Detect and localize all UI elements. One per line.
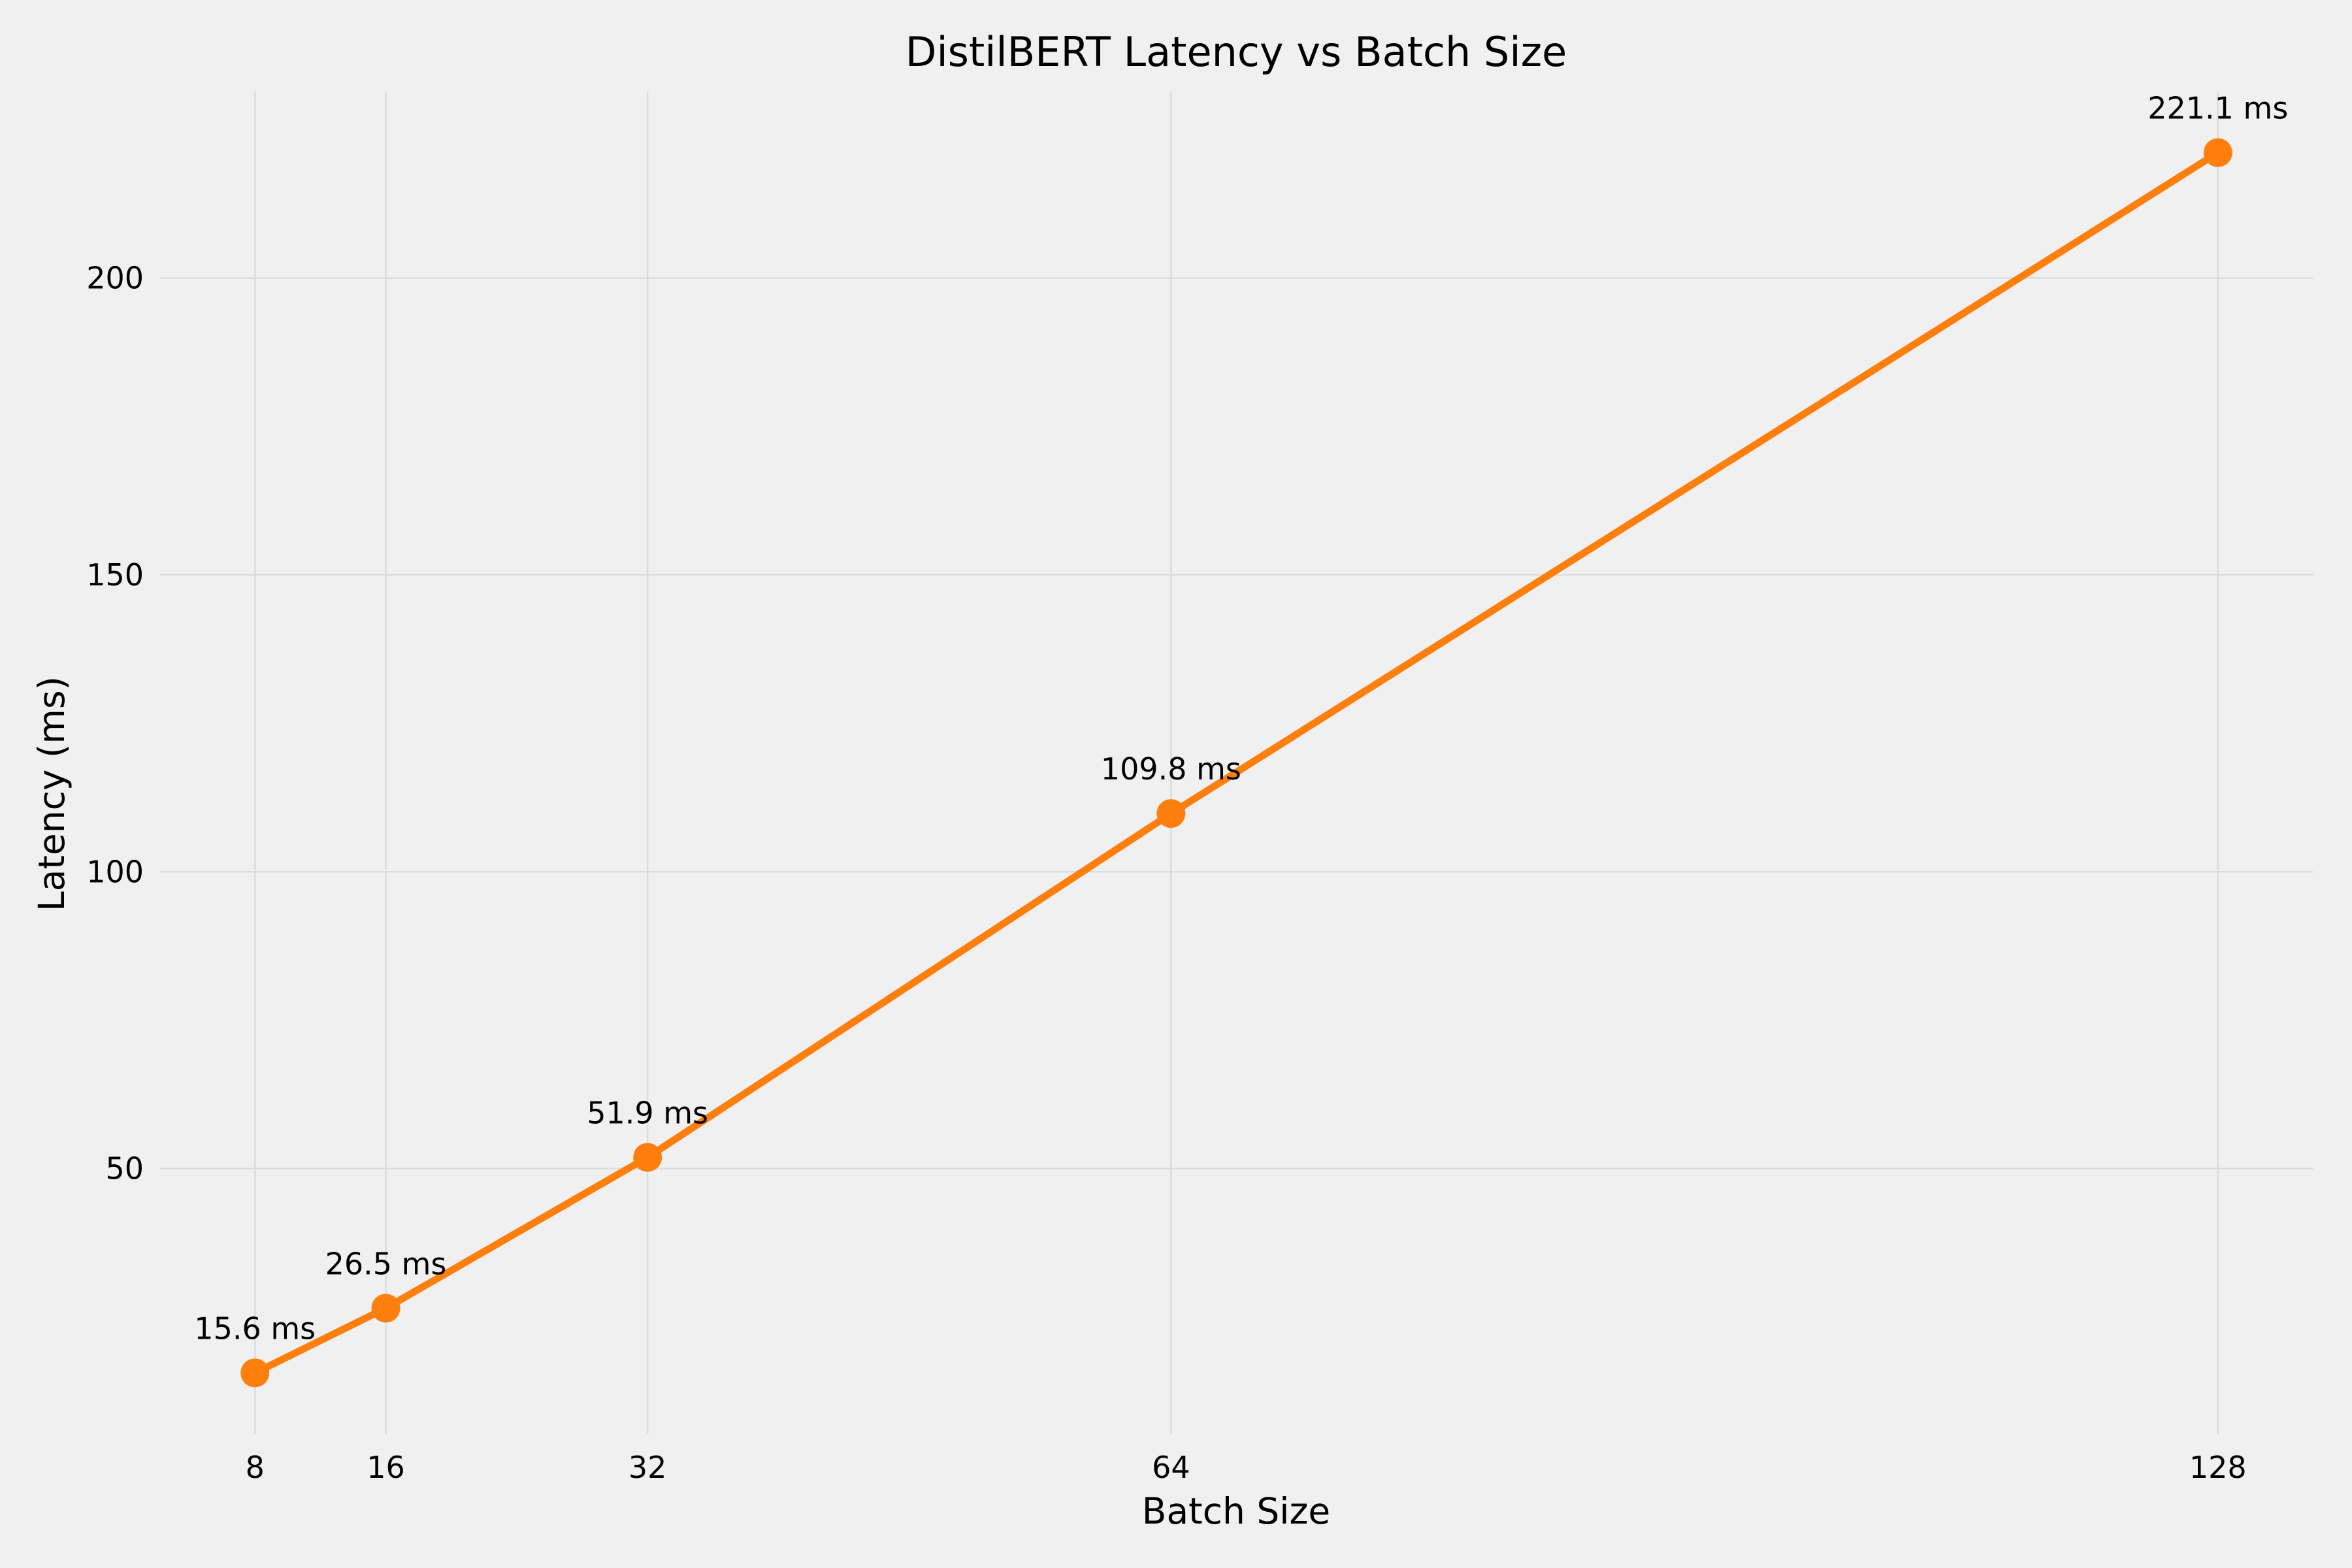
data-point bbox=[2203, 138, 2232, 167]
data-label: 51.9 ms bbox=[587, 1095, 708, 1130]
y-tick-label: 50 bbox=[105, 1151, 144, 1186]
y-tick-label: 200 bbox=[86, 260, 144, 295]
data-label: 26.5 ms bbox=[325, 1246, 447, 1281]
grid bbox=[160, 91, 2313, 1434]
x-tick-label: 32 bbox=[629, 1450, 667, 1485]
data-label: 109.8 ms bbox=[1101, 751, 1241, 787]
x-tick-label: 16 bbox=[367, 1450, 405, 1485]
tick-labels: 8 16 32 64 128 50 100 150 200 bbox=[86, 260, 2246, 1485]
x-tick-label: 128 bbox=[2189, 1450, 2247, 1485]
data-point bbox=[371, 1294, 400, 1323]
data-point bbox=[1156, 799, 1186, 828]
chart-title: DistilBERT Latency vs Batch Size bbox=[906, 28, 1567, 76]
series-layer bbox=[240, 138, 2232, 1388]
data-point bbox=[240, 1358, 270, 1388]
data-label: 15.6 ms bbox=[194, 1311, 316, 1346]
data-point bbox=[633, 1143, 662, 1172]
x-tick-label: 8 bbox=[246, 1450, 265, 1485]
x-axis-label: Batch Size bbox=[1142, 1490, 1330, 1532]
data-label: 221.1 ms bbox=[2148, 91, 2288, 126]
x-tick-label: 64 bbox=[1152, 1450, 1190, 1485]
y-tick-label: 100 bbox=[86, 854, 144, 889]
y-axis-label: Latency (ms) bbox=[31, 676, 73, 911]
y-tick-label: 150 bbox=[86, 557, 144, 593]
data-labels: 15.6 ms 26.5 ms 51.9 ms 109.8 ms 221.1 ms bbox=[194, 91, 2288, 1347]
